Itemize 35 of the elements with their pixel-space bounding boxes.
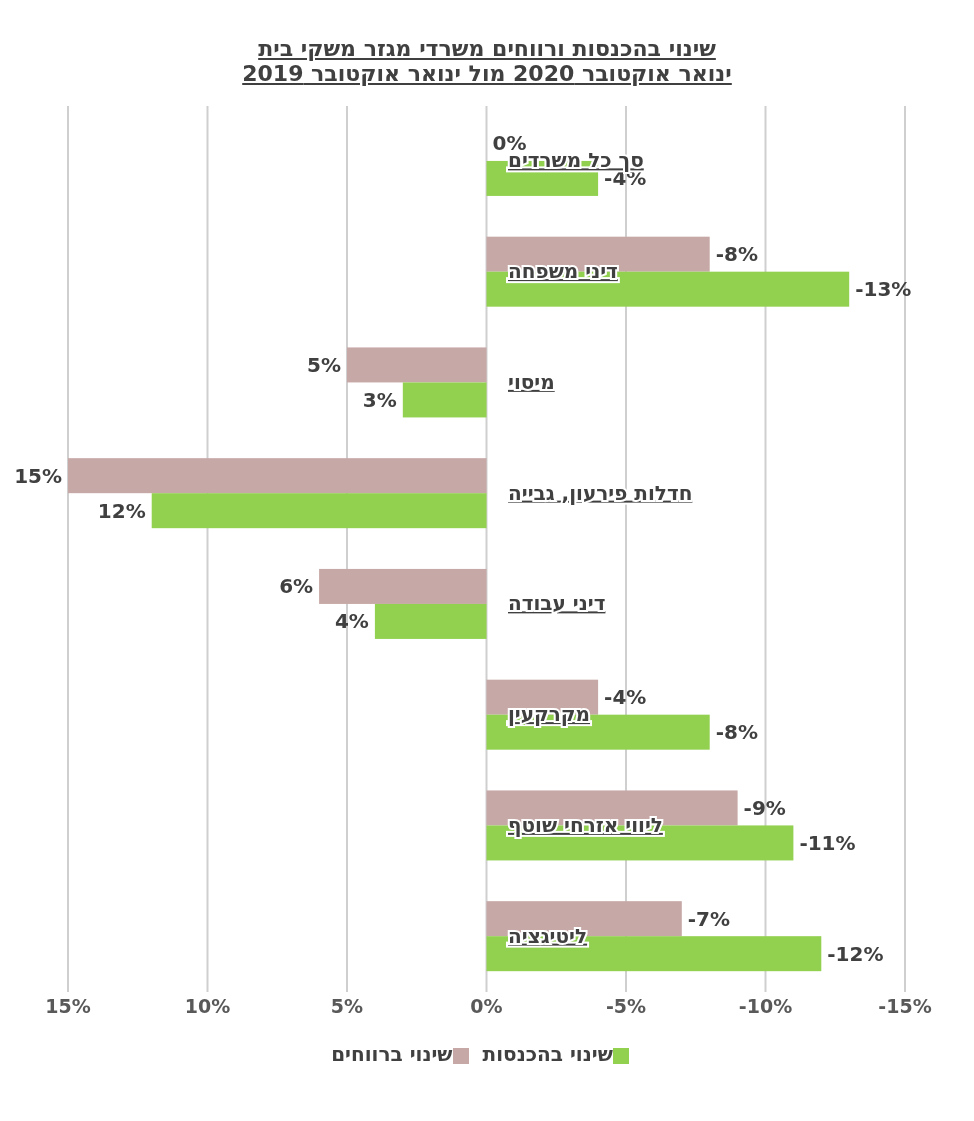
x-tick-label: 15% <box>45 995 91 1018</box>
data-label: 3% <box>362 387 397 412</box>
x-tick-label: -10% <box>738 995 793 1018</box>
data-label: -9% <box>743 795 786 820</box>
data-label: 12% <box>97 498 146 523</box>
data-label: -8% <box>715 242 758 267</box>
bar <box>347 347 487 383</box>
data-label: 5% <box>307 352 341 377</box>
bar <box>402 382 487 418</box>
chart-title: שינוי בהכנסות ורווחים משרדי מגזר משקי בית ינואר אוקטובר 2020 מול ינואר אוקטובר 2019 <box>241 36 733 86</box>
data-label: -4% <box>604 685 647 710</box>
data-label: -8% <box>715 720 758 745</box>
y-tick-label: ליטיגציה <box>508 923 588 948</box>
x-tick-label: 0% <box>470 995 503 1018</box>
bar <box>151 493 487 529</box>
data-label: 15% <box>14 463 62 488</box>
x-tick-label: 5% <box>330 995 364 1018</box>
data-label: -7% <box>687 906 731 931</box>
bar <box>374 603 487 639</box>
data-label: -12% <box>827 941 884 966</box>
bar <box>68 458 487 494</box>
x-tick-label: -5% <box>605 995 647 1018</box>
data-label: -11% <box>799 830 856 855</box>
data-label: 4% <box>334 609 369 634</box>
legend-label: שינוי בהכנסות <box>482 1042 613 1066</box>
bar <box>319 568 487 604</box>
data-label: 0% <box>492 131 527 156</box>
x-tick-label: -15% <box>878 995 932 1018</box>
x-tick-label: 10% <box>184 995 231 1018</box>
data-label: 6% <box>279 574 314 599</box>
legend-label: שינוי ברווחים <box>331 1042 453 1066</box>
y-tick-label: דיני משפחה <box>508 259 618 284</box>
data-label: -13% <box>855 277 912 302</box>
y-tick-label: מקרקעין <box>508 702 591 727</box>
y-tick-label: ליווי אזרחי שוטף <box>508 812 663 837</box>
